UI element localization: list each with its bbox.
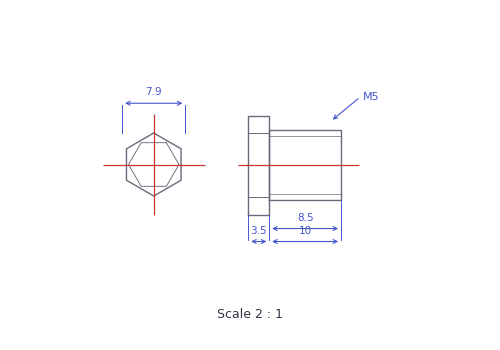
Text: 3.5: 3.5 xyxy=(250,226,267,236)
Text: 8.5: 8.5 xyxy=(297,213,314,223)
Text: Scale 2 : 1: Scale 2 : 1 xyxy=(217,308,283,322)
Text: 7.9: 7.9 xyxy=(146,87,162,97)
Text: M5: M5 xyxy=(363,92,380,102)
Text: 10: 10 xyxy=(298,226,312,236)
